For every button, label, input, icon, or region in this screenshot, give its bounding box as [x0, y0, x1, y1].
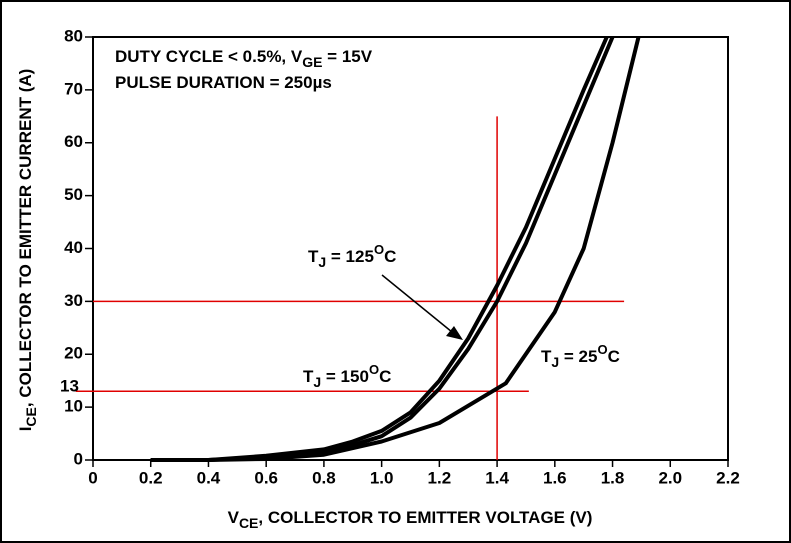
x-axis-label-part: CE [239, 515, 258, 531]
series-label-part: T [308, 247, 319, 266]
series-label-part: J [318, 254, 326, 270]
series-label-part: C [379, 367, 391, 386]
y-tick-label: 40 [64, 238, 83, 257]
y-axis-label: ICE, COLLECTOR TO EMITTER CURRENT (A) [16, 69, 38, 432]
y-tick-label: 0 [74, 449, 83, 468]
y-tick-label: 70 [64, 79, 83, 98]
y-tick-label: 80 [64, 26, 83, 45]
y-tick-label: 10 [64, 397, 83, 416]
series-label: TJ = 125OC [308, 242, 396, 269]
reference-label: 13 [60, 377, 79, 396]
x-tick-label: 0.6 [254, 468, 278, 487]
x-tick-label: 0 [88, 468, 97, 487]
y-tick-label: 20 [64, 344, 83, 363]
y-axis-label-part: , COLLECTOR TO EMITTER CURRENT (A) [16, 69, 35, 407]
title-line-part: DUTY CYCLE < 0.5%, V [115, 47, 303, 66]
series-label-part: J [313, 374, 321, 390]
title-line: PULSE DURATION = 250µs [115, 73, 332, 92]
x-tick-label: 1.2 [428, 468, 452, 487]
x-tick-label: 1.6 [543, 468, 567, 487]
x-tick-label: 1.0 [370, 468, 394, 487]
y-tick-label: 50 [64, 185, 83, 204]
x-tick-label: 0.4 [197, 468, 221, 487]
x-tick-label: 2.2 [716, 468, 740, 487]
label-bg [299, 364, 415, 390]
series-label-part: T [303, 367, 314, 386]
series-label: TJ = 150OC [303, 362, 391, 389]
series-label-part: = 150 [321, 367, 369, 386]
y-axis-label-part: I [16, 427, 35, 432]
series-label-part: J [551, 354, 559, 370]
series-label-part: T [541, 347, 552, 366]
x-tick-label: 1.4 [485, 468, 509, 487]
x-tick-label: 2.0 [658, 468, 682, 487]
series-line [150, 36, 641, 462]
y-tick-label: 30 [64, 291, 83, 310]
x-axis-label-part: , COLLECTOR TO EMITTER VOLTAGE (V) [258, 508, 592, 527]
x-tick-label: 0.8 [312, 468, 336, 487]
y-tick-label: 60 [64, 132, 83, 151]
y-axis-label-part: CE [23, 407, 39, 426]
arrow [381, 274, 453, 333]
series-label-part: C [384, 247, 396, 266]
arrow-head [446, 326, 463, 340]
series-label-part: O [369, 362, 379, 377]
series-label-part: O [374, 242, 384, 257]
title-line: DUTY CYCLE < 0.5%, VGE = 15V [115, 47, 373, 69]
series-label-part: = 125 [326, 247, 374, 266]
title-line-part: = 15V [322, 47, 372, 66]
x-tick-label: 0.2 [139, 468, 163, 487]
title-box [106, 42, 446, 98]
title-line-part: GE [302, 54, 322, 70]
x-axis-label: VCE, COLLECTOR TO EMITTER VOLTAGE (V) [228, 508, 593, 530]
series-label: TJ = 25OC [541, 342, 620, 369]
title-line-part: PULSE DURATION = 250µs [115, 73, 332, 92]
x-tick-label: 1.8 [601, 468, 625, 487]
series-label-part: O [597, 342, 607, 357]
x-axis-label-part: V [228, 508, 240, 527]
series-label-part: = 25 [559, 347, 597, 366]
series-label-part: C [608, 347, 620, 366]
